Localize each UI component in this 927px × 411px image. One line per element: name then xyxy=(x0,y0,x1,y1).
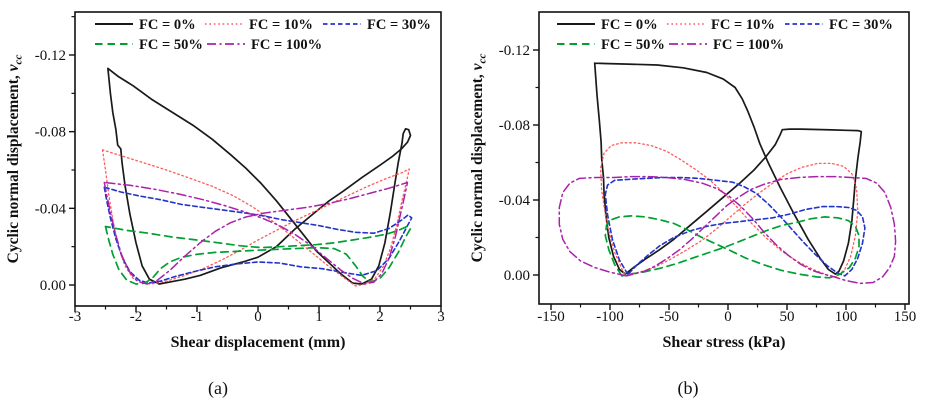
y-axis-tick-label: 0.00 xyxy=(504,268,530,284)
legend-label: FC = 0% xyxy=(139,17,196,33)
x-axis-tick-label: 1 xyxy=(315,309,323,325)
panel-a: -3 -2 -1 0 1 2 3 -0.12 -0.08 -0.04 0.00 Shear displ… xyxy=(5,11,445,351)
x-axis-tick-label: 50 xyxy=(780,309,795,325)
series-line-100pct xyxy=(558,175,897,285)
legend-label: FC = 0% xyxy=(601,17,658,33)
y-axis-tick-label: 0.00 xyxy=(40,278,66,294)
legend-label: FC = 30% xyxy=(829,17,893,33)
x-axis-tick-label: -150 xyxy=(537,309,565,325)
plot-frame xyxy=(538,11,910,305)
y-axis-tick-label: -0.08 xyxy=(499,118,530,134)
x-axis-tick-label: -2 xyxy=(130,309,143,325)
legend-label: FC = 100% xyxy=(251,37,322,53)
legend-label: FC = 100% xyxy=(713,37,784,53)
y-axis-tick-label: -0.08 xyxy=(35,125,66,141)
x-axis-tick-label: -50 xyxy=(659,309,679,325)
legend-b: FC = 0% FC = 10% FC = 30% FC = 50% FC = 100% xyxy=(557,17,893,53)
series-line-0pct xyxy=(107,67,412,285)
series-line-10pct xyxy=(101,149,410,287)
x-axis-tick-label: 100 xyxy=(835,309,858,325)
legend-label: FC = 50% xyxy=(139,37,203,53)
x-axis-tick-label: 0 xyxy=(254,309,262,325)
legend-label: FC = 10% xyxy=(249,17,313,33)
x-axis-tick-label: -3 xyxy=(69,309,82,325)
y-axis-title: Cyclic normal displacement, vcc xyxy=(469,54,489,263)
series-line-30pct xyxy=(604,176,866,277)
y-axis-title: Cyclic normal displacement, vcc xyxy=(5,55,25,264)
series-line-50pct xyxy=(604,215,860,279)
y-axis-tick-label: -0.12 xyxy=(499,43,530,59)
y-axis-tick-label: -0.04 xyxy=(35,201,67,217)
caption-b: (b) xyxy=(677,378,699,398)
x-axis-tick-label: -1 xyxy=(191,309,204,325)
y-axis-tick-label: -0.04 xyxy=(499,193,531,209)
x-axis-tick-label: 0 xyxy=(724,309,732,325)
x-axis-tick-label: -100 xyxy=(596,309,624,325)
series-line-0pct xyxy=(593,62,863,275)
panel-b: -150 -100 -50 0 50 100 150 -0.12 -0.08 -0.04 0.00 S… xyxy=(469,11,917,351)
caption-a: (a) xyxy=(208,378,228,398)
x-axis-tick-label: 150 xyxy=(894,309,917,325)
x-axis-title: Shear displacement (mm) xyxy=(171,334,346,351)
x-axis-tick-label: 2 xyxy=(376,309,384,325)
legend-a: FC = 0% FC = 10% FC = 30% FC = 50% FC = 100% xyxy=(95,17,431,53)
legend-label: FC = 10% xyxy=(711,17,775,33)
x-axis-tick-label: 3 xyxy=(437,309,445,325)
legend-label: FC = 50% xyxy=(601,37,665,53)
legend-label: FC = 30% xyxy=(367,17,431,33)
x-axis-title: Shear stress (kPa) xyxy=(663,334,786,351)
y-axis-tick-label: -0.12 xyxy=(35,48,66,64)
series-line-100pct xyxy=(103,181,409,285)
